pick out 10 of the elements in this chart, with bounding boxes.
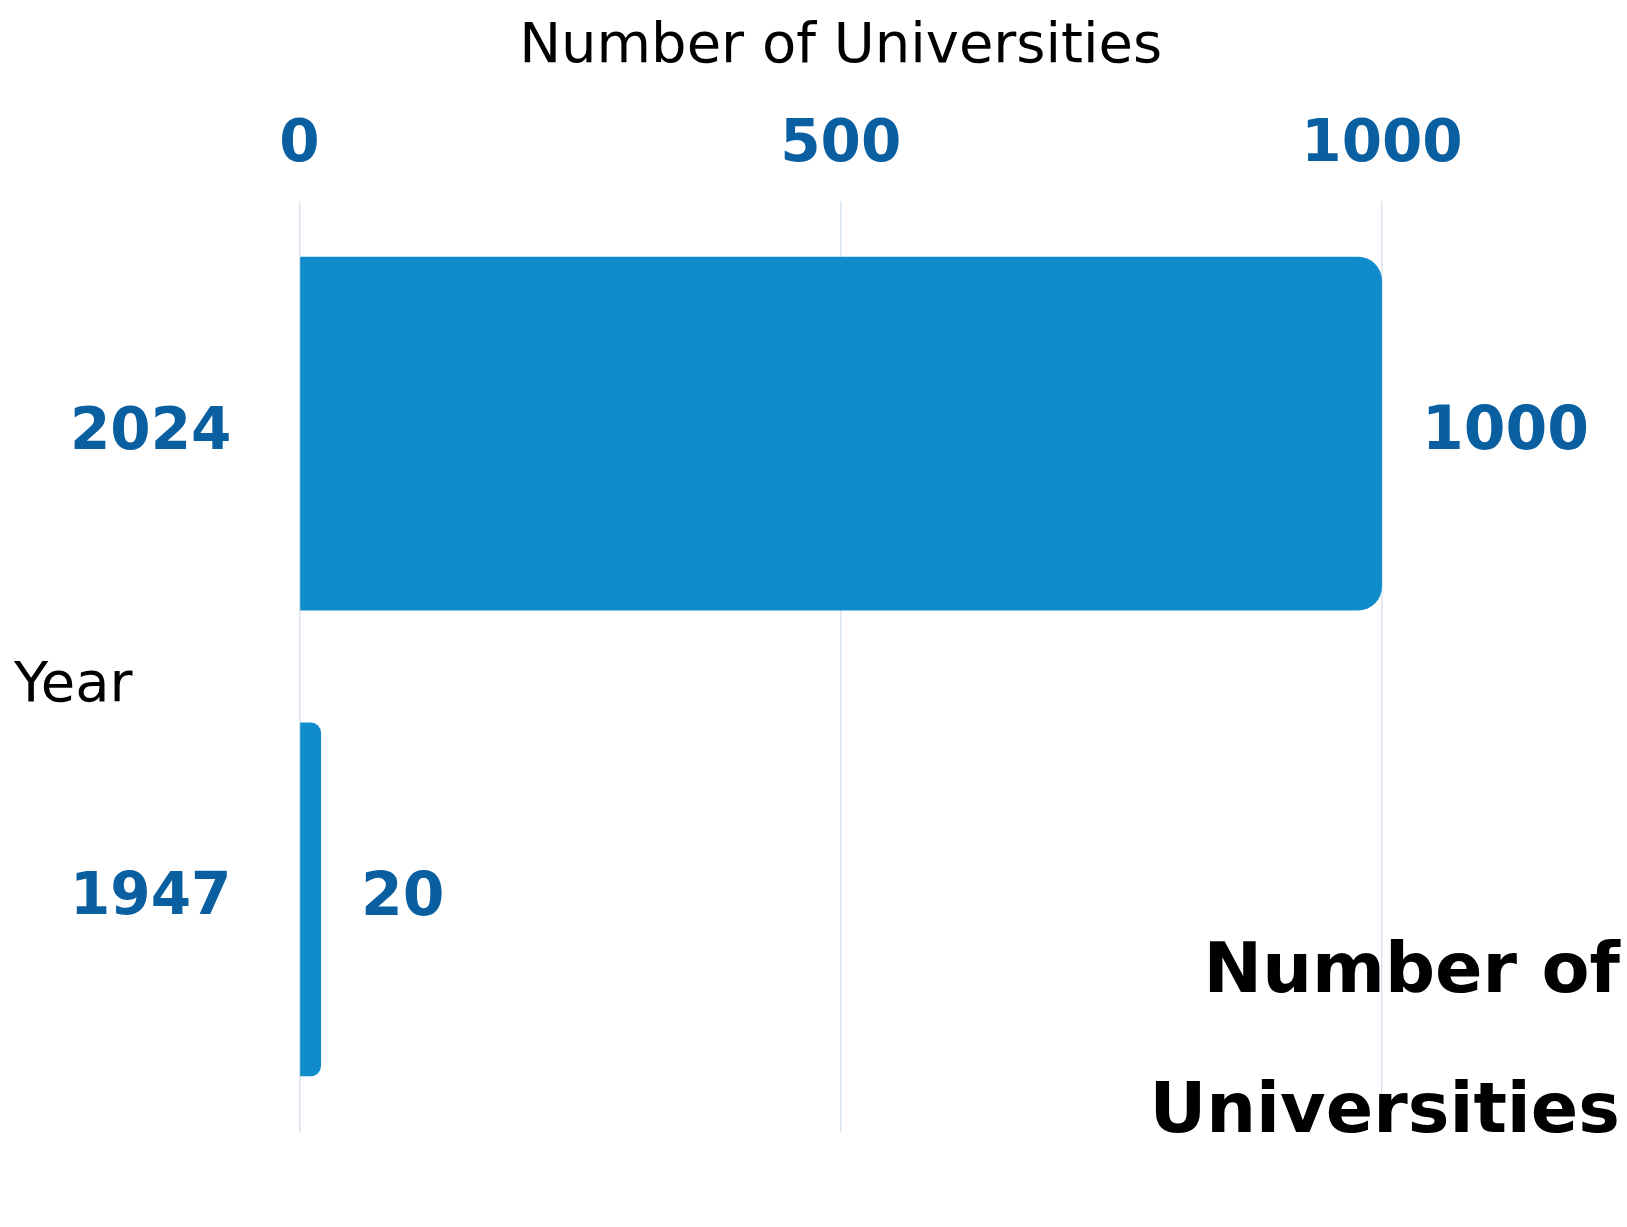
- y-tick-label: 1947: [69, 860, 232, 929]
- x-tick-label: 0: [279, 107, 320, 176]
- data-label: 1000: [1422, 393, 1589, 464]
- y-tick-label: 2024: [69, 394, 232, 463]
- x-tick-label: 500: [780, 107, 902, 176]
- data-label: 20: [361, 858, 445, 929]
- x-tick-label: 1000: [1301, 107, 1463, 176]
- text: Number of Universities: [1149, 927, 1622, 1150]
- y-axis-title: Year: [13, 649, 134, 715]
- x-axis-title: Number of Universities: [519, 10, 1163, 76]
